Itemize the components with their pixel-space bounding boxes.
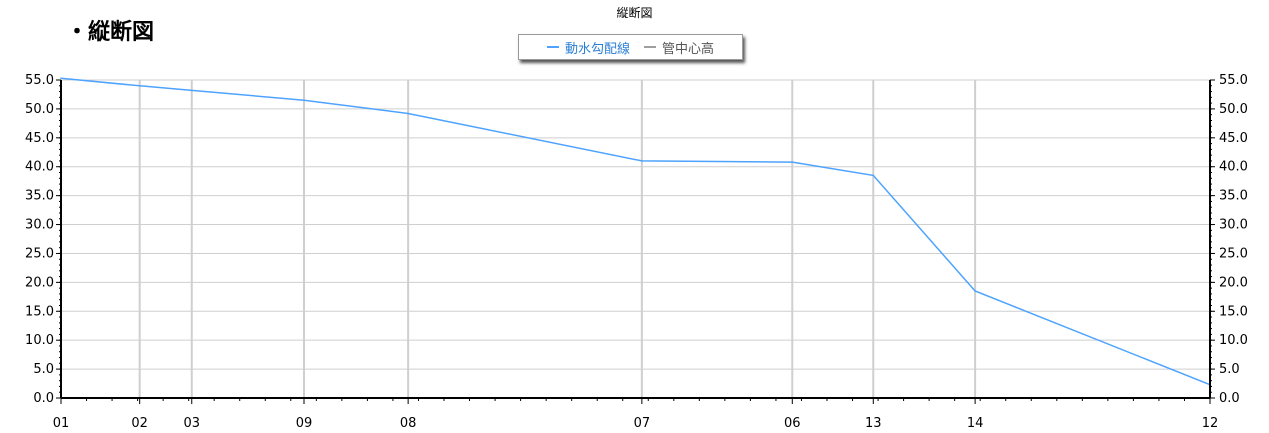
x-tick-label: 01 — [53, 416, 70, 431]
y-tick-label-left: 20.0 — [25, 275, 54, 290]
page-heading: ・縦断図 — [66, 20, 155, 45]
y-tick-label-left: 40.0 — [25, 160, 54, 175]
y-tick-label-right: 20.0 — [1219, 275, 1248, 290]
grid-layer — [60, 79, 1211, 399]
label-layer: 0.0 0.0 5.0 5.0 10.0 10.0 15.0 15.0 20.0 20.0 25.0… — [25, 73, 1248, 431]
legend-swatch-hydraulic-gradient — [546, 46, 559, 48]
series-point — [190, 89, 193, 92]
legend-label-pipe-center-height: 管中心高 — [662, 41, 715, 57]
x-tick-label: 09 — [296, 416, 313, 431]
series-point — [974, 290, 976, 292]
series-point — [641, 160, 643, 162]
chart-legend: 動水勾配線 管中心高 — [518, 34, 743, 60]
series-point — [407, 112, 409, 115]
y-tick-label-left: 55.0 — [25, 73, 54, 88]
series-layer — [60, 77, 1211, 386]
y-tick-label-right: 5.0 — [1219, 362, 1240, 377]
y-tick-label-right: 10.0 — [1219, 333, 1248, 348]
series-line-hydraulic-gradient — [60, 77, 1211, 386]
y-tick-label-left: 15.0 — [25, 304, 54, 319]
series-point — [791, 161, 794, 163]
y-tick-label-left: 0.0 — [33, 391, 54, 406]
chart-title: 縦断図 — [616, 6, 653, 20]
x-tick-label: 07 — [634, 416, 651, 431]
legend-item-hydraulic-gradient: 動水勾配線 — [546, 38, 630, 57]
x-tick-label: 13 — [865, 416, 882, 431]
y-tick-label-right: 55.0 — [1219, 73, 1248, 88]
y-tick-label-right: 0.0 — [1219, 391, 1240, 406]
series-point — [872, 174, 875, 177]
series-point — [303, 99, 305, 102]
y-tick-label-right: 45.0 — [1219, 131, 1248, 146]
axis-layer — [56, 79, 1215, 404]
x-tick-label: 02 — [131, 416, 148, 431]
y-tick-label-left: 10.0 — [25, 333, 54, 348]
y-tick-label-left: 45.0 — [25, 131, 54, 146]
plot-frame — [60, 79, 1211, 399]
y-tick-label-left: 25.0 — [25, 246, 54, 261]
y-tick-label-left: 30.0 — [25, 218, 54, 233]
y-tick-label-right: 50.0 — [1219, 102, 1248, 117]
y-tick-label-right: 15.0 — [1219, 304, 1248, 319]
x-tick-label: 12 — [1202, 416, 1219, 431]
y-tick-label-right: 30.0 — [1219, 218, 1248, 233]
x-tick-label: 14 — [967, 416, 984, 431]
y-tick-label-right: 25.0 — [1219, 246, 1248, 261]
series-point — [60, 77, 62, 80]
y-tick-label-right: 40.0 — [1219, 160, 1248, 175]
x-tick-label: 08 — [400, 416, 417, 431]
legend-item-pipe-center-height: 管中心高 — [644, 38, 714, 57]
legend-swatch-pipe-center-height — [644, 46, 656, 48]
series-point — [138, 84, 141, 87]
x-tick-label: 03 — [183, 416, 200, 431]
x-tick-label: 06 — [784, 416, 801, 431]
legend-label-hydraulic-gradient: 動水勾配線 — [564, 41, 630, 57]
y-tick-label-right: 35.0 — [1219, 189, 1248, 204]
y-tick-label-left: 50.0 — [25, 102, 54, 117]
y-tick-label-left: 35.0 — [25, 189, 54, 204]
y-tick-label-left: 5.0 — [33, 362, 54, 377]
